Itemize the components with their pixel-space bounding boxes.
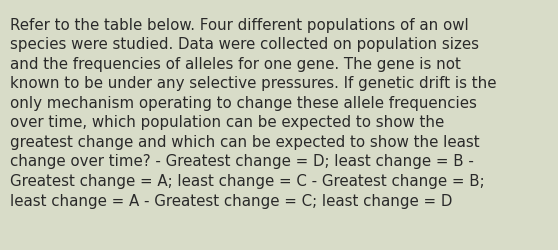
Text: Refer to the table below. Four different populations of an owl
species were stud: Refer to the table below. Four different… [10, 18, 497, 208]
